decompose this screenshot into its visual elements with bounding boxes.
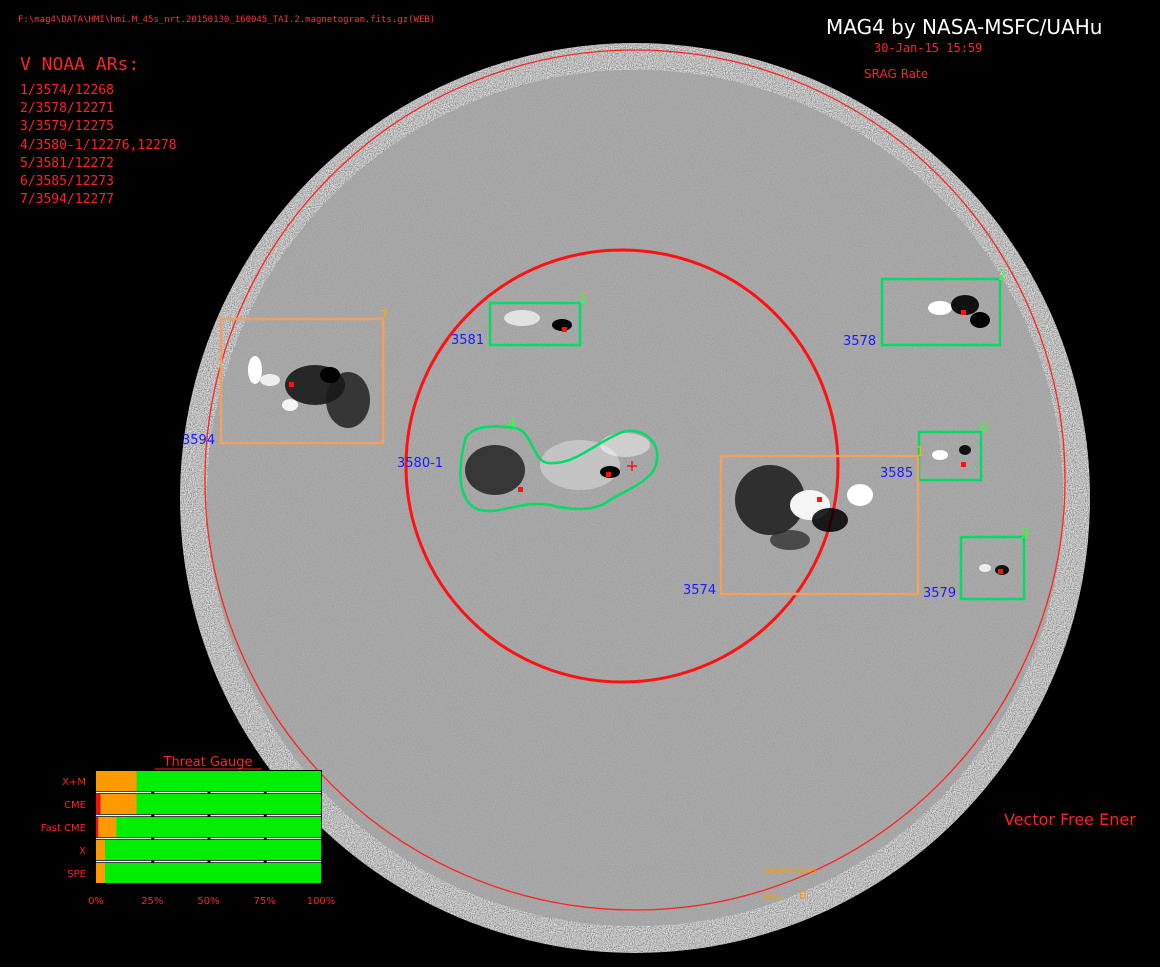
magnetic-features xyxy=(248,295,1009,575)
noaa-ar-item: 7/3594/12277 xyxy=(20,192,114,208)
app-title: MAG4 by NASA-MSFC/UAHu xyxy=(826,15,1103,39)
vector-free-energy-label: Vector Free Ener xyxy=(1004,810,1136,829)
disk-edge-circle xyxy=(204,49,1066,911)
threat-gauge-tick-mark xyxy=(263,860,267,863)
threat-gauge-bar-green xyxy=(96,794,321,814)
solar-disk xyxy=(207,70,1063,926)
threat-gauge-bar-red xyxy=(96,794,101,814)
region-4-number: 4 xyxy=(508,417,516,432)
threat-gauge-tick-label: 100% xyxy=(307,896,336,907)
region-5-number: 5 xyxy=(579,292,587,307)
threat-gauge-tick-mark xyxy=(151,860,155,863)
region-centroid-markers xyxy=(289,310,1003,574)
srag-rate-label: SRAG Rate xyxy=(864,67,929,81)
threat-gauge-tick-label: 75% xyxy=(254,896,276,907)
threat-gauge-bar-green xyxy=(96,817,321,837)
threat-gauge-bar-green xyxy=(96,840,321,860)
noaa-ar-heading: V NOAA ARs: xyxy=(20,54,140,75)
m5x-value: 0 xyxy=(799,888,807,902)
region-2-outline[interactable] xyxy=(880,277,1002,347)
region-1-ar-label: 3574 xyxy=(683,583,716,598)
threat-gauge-tick-mark xyxy=(151,837,155,840)
threat-gauge-bar-orange xyxy=(96,771,137,791)
region-3-outline[interactable] xyxy=(959,535,1026,601)
threat-gauge-row-label: Fast CME xyxy=(41,823,86,834)
threat-gauge: Threat Gauge X+M CME Fast CME X SPE 0% 25% 50%… xyxy=(41,755,336,907)
active-region-2-field xyxy=(928,295,990,328)
threat-gauge-bar-orange xyxy=(96,840,105,860)
threat-gauge-bar-green xyxy=(96,863,321,883)
active-region-4-field xyxy=(465,433,650,495)
threat-gauge-row-label: X+M xyxy=(62,777,86,788)
region-7-number: 7 xyxy=(380,309,388,324)
threat-gauge-row-label: CME xyxy=(64,800,86,811)
region-2-ar-label: 3578 xyxy=(843,334,876,349)
threat-gauge-tick-mark xyxy=(207,791,211,794)
threat-gauge-bar-red xyxy=(96,817,99,837)
threat-gauge-row-label: X xyxy=(79,846,86,857)
threat-gauge-tick-mark xyxy=(151,791,155,794)
file-path-label: F:\mag4\DATA\HMI\hmi.M_45s_nrt.20150130_… xyxy=(18,15,436,25)
region-6-ar-label: 3585 xyxy=(880,466,913,481)
threat-gauge-bar-orange xyxy=(96,794,137,814)
noaa-ar-item: 3/3579/12275 xyxy=(20,119,114,135)
observation-date: 30-Jan-15 15:59 xyxy=(874,41,983,55)
noaa-ar-item: 2/3578/12271 xyxy=(20,101,114,117)
region-6-number: 6 xyxy=(980,421,988,436)
active-region-6-field xyxy=(932,445,971,460)
noaa-ar-item: 6/3585/12273 xyxy=(20,174,114,190)
region-1-number: 1 xyxy=(916,445,924,460)
active-region-7-field xyxy=(248,356,370,428)
region-2-number: 2 xyxy=(998,269,1006,284)
threat-gauge-row-label: SPE xyxy=(67,869,86,880)
central-disk-circle xyxy=(404,248,840,684)
threat-gauge-bar-green xyxy=(96,771,321,791)
threat-gauge-tick-mark xyxy=(263,791,267,794)
region-3-ar-label: 3579 xyxy=(923,586,956,601)
region-7-ar-label: 3594 xyxy=(182,433,215,448)
threat-gauge-tick-mark xyxy=(151,814,155,817)
region-3-number: 3 xyxy=(1021,527,1029,542)
region-4-ar-label: 3580-1 xyxy=(397,456,443,471)
threat-gauge-tick-label: 0% xyxy=(88,896,104,907)
disk-center-cross xyxy=(627,461,637,471)
region-4-contour[interactable] xyxy=(459,425,659,513)
threat-gauge-tick-mark xyxy=(207,860,211,863)
threat-gauge-tick-mark xyxy=(207,814,211,817)
threat-gauge-title: Threat Gauge xyxy=(163,755,253,770)
region-1-outline[interactable] xyxy=(719,454,920,596)
threat-gauge-tick-mark xyxy=(263,837,267,840)
threat-gauge-tick-label: 50% xyxy=(197,896,219,907)
threat-gauge-tick-mark xyxy=(207,837,211,840)
noaa-ar-item: 1/3574/12268 xyxy=(20,83,114,98)
noaa-ar-item: 4/3580-1/12276,12278 xyxy=(20,137,177,153)
threat-gauge-bar-orange xyxy=(96,817,117,837)
m5x-label: M5X: xyxy=(764,892,785,901)
noaa-ar-list: 1/3574/12268 2/3578/12271 3/3579/12275 4… xyxy=(20,82,177,209)
threat-gauge-tick-label: 25% xyxy=(141,896,163,907)
latest-events-label: Latest Events xyxy=(763,866,818,875)
noaa-ar-item: 5/3581/12272 xyxy=(20,155,114,171)
region-5-outline[interactable] xyxy=(488,301,582,347)
region-5-ar-label: 3581 xyxy=(451,333,484,348)
threat-gauge-tick-mark xyxy=(263,814,267,817)
region-7-outline[interactable] xyxy=(219,317,385,445)
threat-gauge-bar-orange xyxy=(96,863,105,883)
